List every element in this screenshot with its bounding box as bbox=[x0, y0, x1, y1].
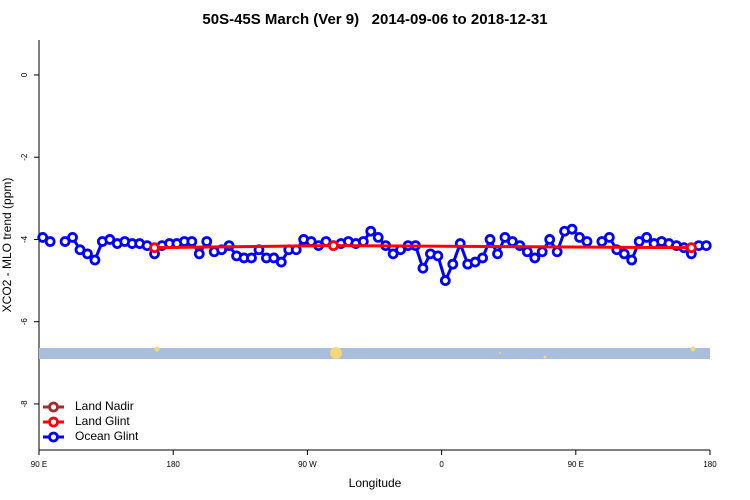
data-point bbox=[67, 231, 78, 243]
data-point bbox=[685, 242, 697, 254]
series-line bbox=[154, 244, 692, 250]
surface-band bbox=[39, 348, 710, 359]
data-point bbox=[536, 246, 548, 258]
data-point bbox=[477, 252, 489, 264]
y-axis-label: XCO2 - MLO trend (ppm) bbox=[0, 178, 14, 313]
chart-title: 50S-45S March (Ver 9) 2014-09-06 to 2018… bbox=[202, 11, 547, 28]
y-tick-label: -6 bbox=[20, 318, 29, 326]
legend-marker bbox=[48, 401, 59, 413]
data-point bbox=[529, 252, 541, 264]
x-tick-label: 180 bbox=[167, 460, 181, 469]
data-point bbox=[551, 246, 563, 258]
data-point bbox=[521, 246, 533, 258]
x-tick-label: 180 bbox=[703, 460, 717, 469]
y-tick-label: -8 bbox=[20, 400, 29, 408]
legend-label: Ocean Glint bbox=[75, 429, 139, 443]
data-point bbox=[372, 231, 384, 243]
data-point bbox=[275, 256, 287, 268]
y-tick-label: -4 bbox=[20, 235, 29, 243]
data-point bbox=[492, 248, 503, 260]
legend-label: Land Glint bbox=[75, 414, 130, 428]
data-point bbox=[484, 234, 496, 245]
x-tick-label: 90 E bbox=[568, 460, 584, 469]
y-tick-label: 0 bbox=[20, 72, 29, 77]
data-point bbox=[618, 248, 630, 260]
data-point bbox=[186, 236, 198, 247]
data-point bbox=[566, 223, 578, 235]
band-marker bbox=[690, 346, 696, 352]
data-point bbox=[603, 231, 615, 243]
data-point bbox=[201, 236, 213, 247]
legend-label: Land Nadir bbox=[75, 399, 134, 413]
legend-marker bbox=[48, 416, 59, 428]
data-point bbox=[626, 254, 638, 266]
data-point bbox=[89, 254, 101, 266]
data-point bbox=[581, 236, 593, 247]
data-point bbox=[193, 248, 205, 260]
band-marker bbox=[499, 352, 501, 354]
data-point bbox=[246, 252, 257, 264]
data-point bbox=[439, 275, 451, 286]
data-point bbox=[544, 234, 556, 245]
band-marker bbox=[154, 346, 160, 352]
data-point bbox=[328, 240, 339, 252]
y-tick-label: -2 bbox=[20, 153, 29, 161]
data-point bbox=[700, 240, 712, 252]
x-axis-label: Longitude bbox=[349, 476, 402, 490]
band-marker bbox=[330, 347, 342, 359]
data-point bbox=[149, 242, 160, 254]
band-marker bbox=[543, 355, 547, 359]
data-point bbox=[417, 262, 429, 274]
x-tick-label: 90 E bbox=[31, 460, 47, 469]
data-point bbox=[447, 258, 459, 270]
data-point bbox=[82, 248, 93, 260]
data-point bbox=[641, 231, 653, 243]
x-tick-label: 90 W bbox=[298, 460, 317, 469]
data-point bbox=[432, 250, 444, 262]
data-point bbox=[365, 225, 377, 237]
data-point bbox=[44, 236, 56, 247]
legend-marker bbox=[48, 431, 59, 443]
x-tick-label: 0 bbox=[439, 460, 444, 469]
